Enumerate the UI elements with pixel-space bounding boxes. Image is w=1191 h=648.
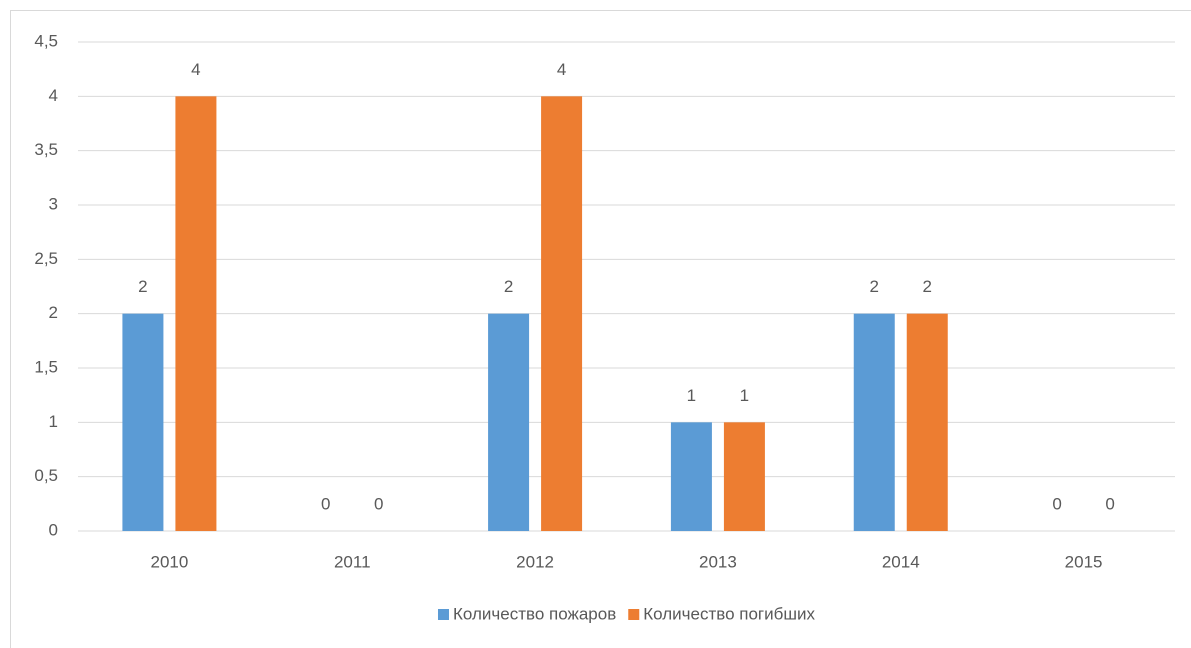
bar (488, 313, 530, 531)
y-tick-label: 4 (49, 86, 58, 105)
legend-label: Количество пожаров (453, 604, 616, 623)
data-label: 0 (321, 494, 330, 513)
data-label: 0 (374, 494, 383, 513)
bar (670, 422, 712, 531)
data-label: 4 (191, 60, 200, 79)
x-tick-label: 2012 (516, 552, 554, 571)
y-tick-label: 2 (49, 303, 58, 322)
data-label: 0 (1105, 494, 1114, 513)
data-label: 2 (923, 277, 932, 296)
bar (853, 313, 895, 531)
y-tick-label: 4,5 (34, 31, 58, 50)
y-tick-label: 3 (49, 194, 58, 213)
y-tick-label: 0,5 (34, 466, 58, 485)
data-label: 4 (557, 60, 566, 79)
y-tick-label: 3,5 (34, 140, 58, 159)
legend-label: Количество погибших (643, 604, 815, 623)
data-label: 1 (687, 386, 696, 405)
y-tick-label: 2,5 (34, 249, 58, 268)
bar (906, 313, 948, 531)
data-label: 0 (1052, 494, 1061, 513)
bar (541, 96, 583, 531)
data-label: 2 (504, 277, 513, 296)
x-tick-label: 2015 (1065, 552, 1103, 571)
data-label: 2 (870, 277, 879, 296)
x-tick-label: 2014 (882, 552, 920, 571)
legend-swatch (437, 609, 449, 620)
legend-swatch (628, 609, 640, 620)
bar (122, 313, 164, 531)
bar (723, 422, 765, 531)
chart-frame (10, 10, 1191, 648)
x-tick-label: 2010 (151, 552, 189, 571)
x-tick-label: 2013 (699, 552, 737, 571)
x-tick-label: 2011 (334, 552, 371, 571)
bar (175, 96, 217, 531)
y-tick-label: 1,5 (34, 357, 58, 376)
data-label: 2 (138, 277, 147, 296)
data-label: 1 (740, 386, 749, 405)
y-tick-label: 1 (49, 412, 58, 431)
y-tick-label: 0 (49, 520, 58, 539)
